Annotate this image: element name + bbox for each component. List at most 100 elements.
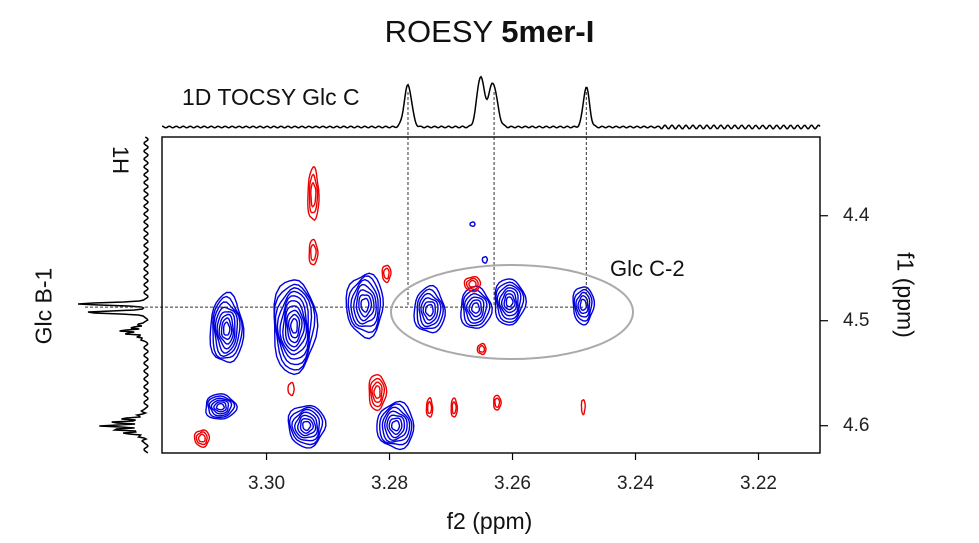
- y-tick-label: 4.4: [843, 204, 870, 226]
- negative-peak: [193, 429, 211, 449]
- negative-contour-level: [310, 182, 317, 208]
- negative-peak: [307, 166, 320, 221]
- negative-peak: [381, 264, 392, 284]
- positive-contour-level: [391, 419, 401, 432]
- chart-title: ROESY 5mer-I: [0, 14, 979, 50]
- negative-contour-level: [308, 173, 319, 214]
- left-trace-label: Glc B-1: [30, 267, 57, 345]
- positive-contour-level: [381, 406, 411, 443]
- negative-contour-level: [381, 264, 392, 284]
- positive-contour-level: [505, 296, 514, 308]
- negative-contour-level: [193, 429, 211, 449]
- positive-contour-level: [494, 278, 528, 326]
- negative-peak: [368, 373, 388, 412]
- negative-contour-level: [307, 166, 320, 221]
- negative-contour-level: [465, 277, 479, 291]
- positive-contour-level: [212, 295, 244, 359]
- positive-contour-level: [388, 417, 403, 436]
- positive-contour-level: [413, 284, 446, 334]
- positive-contour-level: [572, 286, 596, 326]
- negative-contour-level: [371, 381, 383, 403]
- negative-contour-level: [427, 400, 433, 414]
- negative-peak: [308, 238, 319, 266]
- y-tick-label: 4.6: [843, 414, 870, 436]
- positive-peak: [481, 255, 488, 264]
- positive-contour-level: [465, 296, 485, 321]
- positive-contour-level: [296, 414, 317, 437]
- positive-contour-level: [299, 417, 315, 434]
- positive-contour-level: [284, 305, 306, 348]
- positive-peak: [345, 272, 385, 340]
- glc-c2-ellipse: [390, 264, 634, 360]
- negative-contour-level: [309, 243, 317, 261]
- negative-peak: [450, 397, 459, 418]
- chart-title-bold: 5mer-I: [501, 14, 595, 49]
- positive-contour-level: [462, 289, 491, 327]
- positive-peak: [413, 284, 446, 334]
- positive-peak: [209, 291, 245, 364]
- contour-plot-area: [193, 166, 596, 451]
- left-trace-line: [78, 136, 149, 454]
- positive-contour-level: [463, 293, 488, 324]
- positive-contour-level: [416, 288, 445, 330]
- positive-contour-level: [358, 294, 373, 318]
- positive-contour-level: [579, 298, 588, 312]
- positive-contour-level: [376, 400, 415, 451]
- positive-contour-level: [496, 284, 522, 320]
- positive-contour-level: [222, 321, 231, 336]
- negative-contour-level: [383, 267, 390, 280]
- positive-contour-level: [287, 404, 327, 449]
- negative-contour-level: [468, 279, 477, 288]
- positive-contour-level: [378, 403, 413, 446]
- x-tick-label: 3.28: [371, 473, 409, 494]
- positive-contour-level: [424, 303, 434, 317]
- negative-peak: [580, 399, 586, 416]
- positive-contour-level: [215, 403, 226, 411]
- x-tick-label: 3.30: [248, 473, 286, 494]
- axis-ticks: [265, 215, 828, 460]
- positive-contour-level: [302, 420, 312, 432]
- positive-contour-level: [282, 300, 308, 352]
- positive-contour-level: [460, 285, 493, 329]
- negative-contour-level: [195, 431, 208, 446]
- chart-title-main: ROESY: [384, 14, 493, 49]
- guide-lines: [85, 92, 587, 308]
- positive-contour-level: [498, 287, 519, 317]
- positive-contour-level: [213, 301, 241, 358]
- negative-contour-level: [287, 381, 295, 397]
- positive-contour-level: [286, 309, 303, 344]
- positive-contour-level: [345, 272, 385, 340]
- negative-peak: [463, 275, 482, 293]
- positive-peak: [494, 278, 528, 326]
- positive-peak: [460, 285, 493, 329]
- negative-peak: [476, 342, 487, 356]
- negative-contour-level: [493, 394, 502, 411]
- top-trace-line: [161, 75, 821, 130]
- negative-contour-level: [478, 344, 486, 353]
- positive-contour-level: [207, 395, 236, 419]
- positive-contour-level: [216, 311, 236, 350]
- positive-contour-level: [481, 255, 488, 264]
- positive-contour-level: [577, 294, 589, 314]
- positive-contour-level: [355, 289, 375, 322]
- y-tick-label: 4.5: [843, 309, 870, 331]
- positive-contour-level: [274, 287, 313, 366]
- negative-contour-level: [476, 342, 487, 356]
- positive-contour-level: [213, 401, 227, 413]
- positive-contour-level: [293, 411, 319, 439]
- positive-contour-level: [573, 288, 593, 322]
- negative-contour-level: [368, 373, 388, 412]
- negative-contour-level: [197, 433, 206, 443]
- positive-contour-level: [503, 293, 516, 311]
- positive-contour-level: [353, 283, 377, 325]
- negative-peak: [425, 397, 434, 418]
- positive-contour-level: [214, 306, 239, 354]
- positive-contour-level: [470, 302, 481, 314]
- positive-contour-level: [360, 297, 370, 313]
- negative-contour-level: [369, 377, 386, 408]
- positive-contour-level: [288, 406, 324, 446]
- positive-contour-level: [210, 399, 230, 415]
- top-1d-trace: [161, 75, 821, 130]
- x-tick-label: 3.26: [494, 473, 532, 494]
- top-trace-label: 1D TOCSY Glc C: [182, 84, 360, 110]
